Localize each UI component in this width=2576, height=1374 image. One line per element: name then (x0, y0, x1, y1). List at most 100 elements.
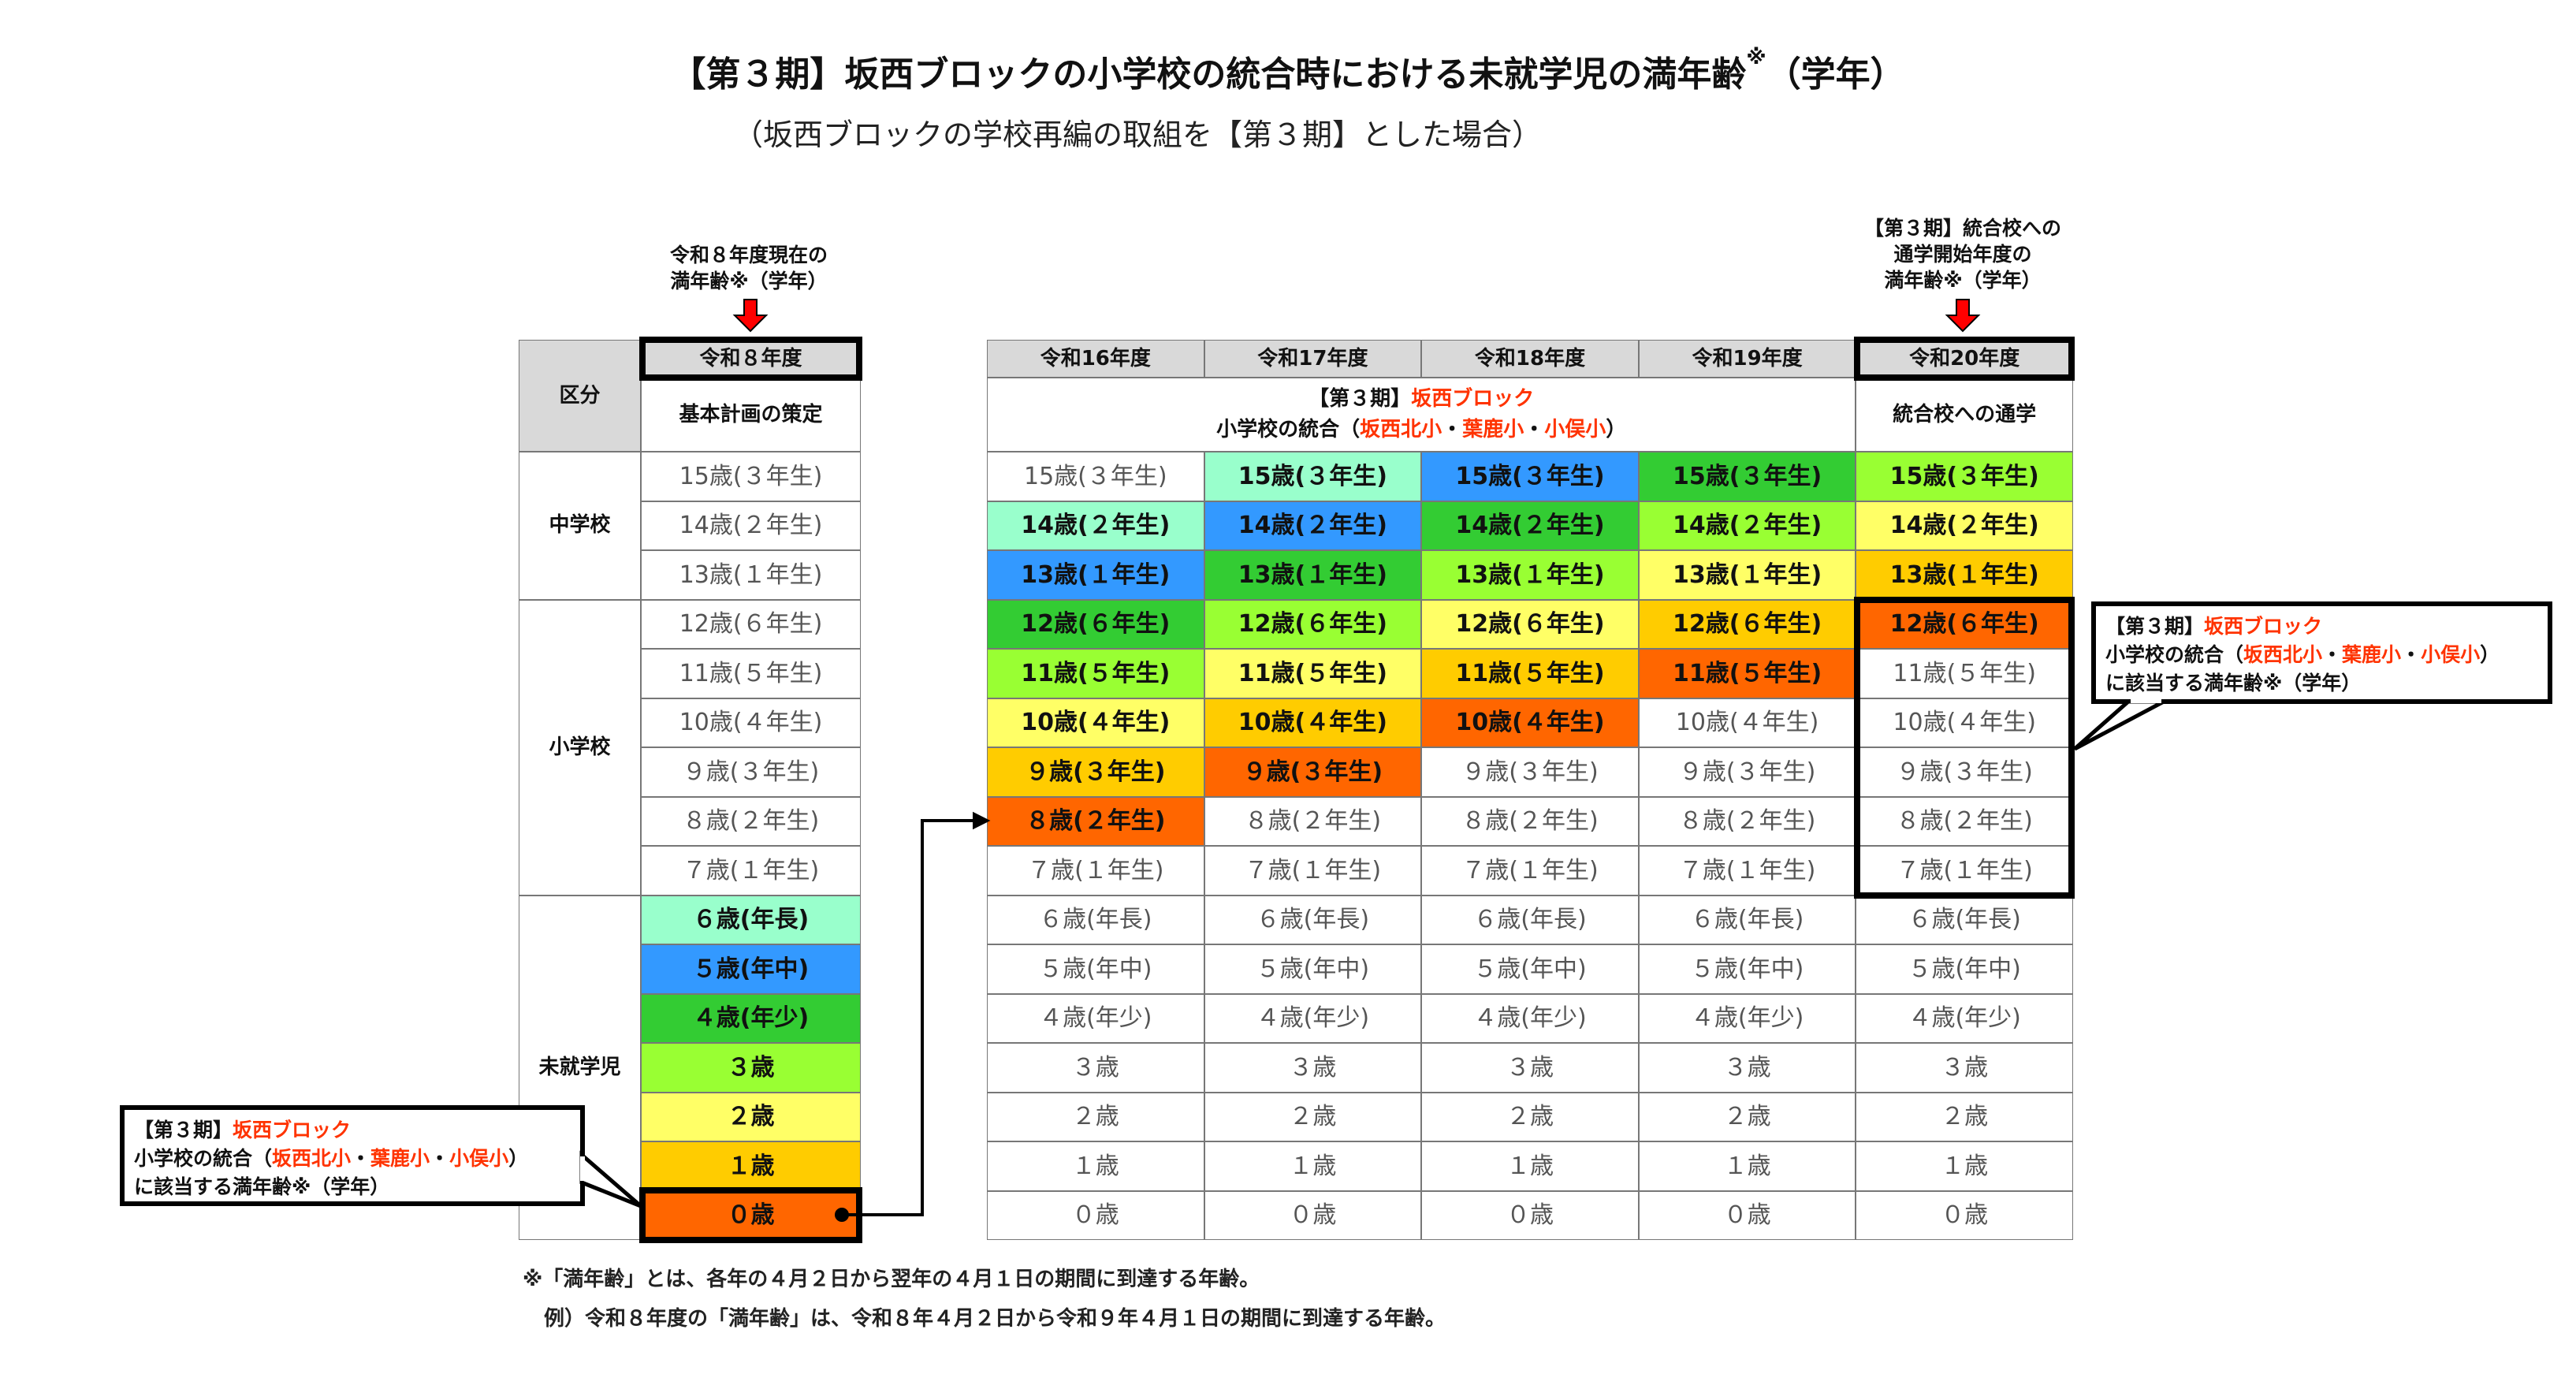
year-header: 令和16年度 (987, 340, 1204, 378)
left-note: 令和８年度現在の 満年齢※（学年） (669, 244, 828, 292)
connector-line (835, 811, 991, 1222)
year-header: 令和20年度 (1856, 340, 2073, 378)
right-note: 【第３期】統合校への 通学開始年度の 満年齢※（学年） (1863, 217, 2061, 292)
age-cell: ２歳 (1421, 1092, 1639, 1141)
age-cell: ０歳 (1638, 1190, 1856, 1240)
age-cell: 11歳(５年生) (1421, 649, 1639, 698)
age-cell: ６歳(年長) (1421, 895, 1639, 944)
age-cell: ３歳 (641, 1043, 861, 1093)
age-cell: ６歳(年長) (1204, 895, 1422, 944)
age-cell: 11歳(５年生) (1638, 649, 1856, 698)
age-cell: ０歳 (1421, 1190, 1639, 1240)
age-cell: ５歳(年中) (1204, 944, 1422, 994)
age-cell: ９歳(３年生) (641, 747, 861, 797)
age-cell: ３歳 (1421, 1043, 1639, 1093)
age-cell: ２歳 (641, 1092, 861, 1141)
age-cell: ４歳(年少) (1204, 993, 1422, 1043)
age-cell: 12歳(６年生) (987, 599, 1204, 649)
right-callout: 【第３期】坂西ブロック 小学校の統合（坂西北小・葉鹿小・小俣小） に該当する満年… (2091, 601, 2552, 704)
age-cell: ９歳(３年生) (1638, 747, 1856, 797)
age-cell: ４歳(年少) (1421, 993, 1639, 1043)
age-cell: 11歳(５年生) (1856, 649, 2073, 698)
page-subtitle: （坂西ブロックの学校再編の取組を【第３期】とした場合） (733, 117, 1543, 152)
age-cell: 13歳(１年生) (1638, 550, 1856, 600)
age-cell: ４歳(年少) (987, 993, 1204, 1043)
age-cell: ２歳 (987, 1092, 1204, 1141)
page-title: 【第３期】坂西ブロックの小学校の統合時における未就学児の満年齢※（学年） (671, 46, 1905, 95)
age-cell: ６歳(年長) (1638, 895, 1856, 944)
age-cell: 11歳(５年生) (987, 649, 1204, 698)
merged-header: 【第３期】坂西ブロック 小学校の統合（坂西北小・葉鹿小・小俣小） (987, 378, 1856, 452)
down-arrow-icon (732, 299, 1981, 333)
age-cell: ８歳(２年生) (641, 796, 861, 846)
age-cell: １歳 (1856, 1141, 2073, 1191)
age-cell: 12歳(６年生) (1204, 599, 1422, 649)
age-cell: ４歳(年少) (641, 993, 861, 1043)
age-cell: ２歳 (1204, 1092, 1422, 1141)
age-cell: ５歳(年中) (987, 944, 1204, 994)
age-cell: ５歳(年中) (1856, 944, 2073, 994)
age-cell: 12歳(６年生) (1421, 599, 1639, 649)
group-label: 中学校 (519, 452, 641, 600)
age-cell: ５歳(年中) (641, 944, 861, 994)
age-cell: ７歳(１年生) (1638, 846, 1856, 896)
age-cell: 11歳(５年生) (641, 649, 861, 698)
group-label: 小学校 (519, 599, 641, 896)
age-cell: ６歳(年長) (641, 895, 861, 944)
age-cell: 14歳(２年生) (641, 501, 861, 550)
age-cell: ０歳 (1856, 1190, 2073, 1240)
footnote-2: 例）令和８年度の「満年齢」は、令和８年４月２日から令和９年４月１日の期間に到達す… (544, 1307, 1446, 1331)
age-cell: 14歳(２年生) (987, 501, 1204, 550)
age-cell: 10歳(４年生) (1856, 698, 2073, 747)
age-cell: 15歳(３年生) (641, 452, 861, 501)
age-cell: ７歳(１年生) (641, 846, 861, 896)
age-cell: ３歳 (1856, 1043, 2073, 1093)
age-cell: 13歳(１年生) (1421, 550, 1639, 600)
age-cell: 15歳(３年生) (1856, 452, 2073, 501)
age-cell: ８歳(２年生) (1204, 796, 1422, 846)
age-cell: ９歳(３年生) (987, 747, 1204, 797)
age-cell: ４歳(年少) (1856, 993, 2073, 1043)
age-cell: ０歳 (1204, 1190, 1422, 1240)
age-cell: 10歳(４年生) (1638, 698, 1856, 747)
age-cell: 12歳(６年生) (1638, 599, 1856, 649)
age-cell: ８歳(２年生) (1421, 796, 1639, 846)
footnote-1: ※「満年齢」とは、各年の４月２日から翌年の４月１日の期間に到達する年齢。 (523, 1268, 1260, 1291)
age-cell: 15歳(３年生) (1204, 452, 1422, 501)
age-cell: 13歳(１年生) (987, 550, 1204, 600)
age-cell: 14歳(２年生) (1421, 501, 1639, 550)
age-cell: ８歳(２年生) (987, 796, 1204, 846)
age-cell: ６歳(年長) (987, 895, 1204, 944)
age-cell: 10歳(４年生) (1204, 698, 1422, 747)
age-cell: 13歳(１年生) (1204, 550, 1422, 600)
age-cell: ５歳(年中) (1638, 944, 1856, 994)
age-cell: 10歳(４年生) (641, 698, 861, 747)
age-cell: ０歳 (641, 1190, 861, 1240)
age-cell: 12歳(６年生) (641, 599, 861, 649)
age-cell: 14歳(２年生) (1638, 501, 1856, 550)
age-cell: 12歳(６年生) (1856, 599, 2073, 649)
age-cell: １歳 (987, 1141, 1204, 1191)
age-cell: １歳 (1421, 1141, 1639, 1191)
age-cell: ７歳(１年生) (1204, 846, 1422, 896)
age-cell: ３歳 (987, 1043, 1204, 1093)
age-cell: 14歳(２年生) (1856, 501, 2073, 550)
commute-header: 統合校への通学 (1856, 378, 2073, 452)
age-cell: ７歳(１年生) (1421, 846, 1639, 896)
age-cell: ９歳(３年生) (1421, 747, 1639, 797)
category-header: 区分 (519, 340, 641, 452)
age-cell: ３歳 (1638, 1043, 1856, 1093)
age-cell: ２歳 (1638, 1092, 1856, 1141)
age-cell: 10歳(４年生) (987, 698, 1204, 747)
age-cell: ２歳 (1856, 1092, 2073, 1141)
age-cell: ７歳(１年生) (987, 846, 1204, 896)
age-cell: １歳 (1638, 1141, 1856, 1191)
age-cell: ０歳 (987, 1190, 1204, 1240)
age-cell: 13歳(１年生) (641, 550, 861, 600)
age-cell: 10歳(４年生) (1421, 698, 1639, 747)
age-cell: １歳 (1204, 1141, 1422, 1191)
age-cell: ４歳(年少) (1638, 993, 1856, 1043)
age-cell: ９歳(３年生) (1204, 747, 1422, 797)
year-header: 令和17年度 (1204, 340, 1422, 378)
